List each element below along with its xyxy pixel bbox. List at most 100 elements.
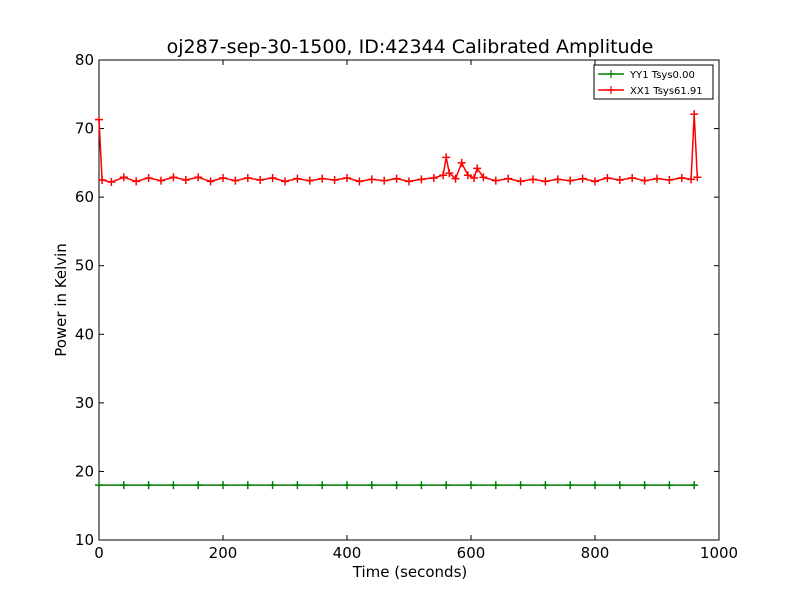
data-point: [578, 174, 587, 183]
data-point: [591, 177, 599, 186]
data-point: [615, 176, 624, 184]
data-point: [98, 176, 107, 184]
data-point: [380, 176, 389, 185]
data-point: [491, 176, 500, 185]
legend: YY1 Tsys0.00 XX1 Tsys61.91: [593, 64, 714, 100]
data-point: [268, 173, 277, 182]
y-tick-label: 10: [75, 531, 94, 549]
y-tick-label: 50: [75, 257, 94, 275]
data-point: [463, 171, 472, 180]
data-point: [293, 174, 302, 183]
data-point: [479, 173, 488, 182]
legend-marker: [607, 86, 615, 94]
legend-marker: [607, 70, 615, 78]
data-point: [343, 173, 351, 182]
data-point: [457, 158, 466, 167]
data-point: [144, 481, 153, 490]
data-point: [504, 174, 513, 183]
data-point: [467, 481, 475, 490]
data-point: [157, 176, 165, 185]
data-point: [367, 175, 376, 184]
data-point: [417, 481, 426, 490]
x-tick-label: 400: [333, 544, 362, 562]
data-point: [439, 171, 448, 180]
data-point: [451, 174, 460, 183]
data-point: [293, 481, 302, 490]
data-point: [367, 481, 376, 490]
data-point: [318, 174, 327, 183]
data-point: [305, 176, 314, 185]
legend-label: XX1 Tsys61.91: [630, 86, 703, 97]
data-point: [392, 481, 401, 490]
x-tick-label: 600: [457, 544, 486, 562]
ticks-layer: 0 200 400 600 800 1000 10 20 30 40 50 60 70 80: [75, 51, 738, 562]
plot-area: [98, 59, 720, 541]
data-point: [181, 176, 190, 184]
series-1: [95, 481, 699, 490]
data-point: [268, 481, 277, 490]
data-point: [653, 174, 661, 183]
data-point: [640, 481, 649, 490]
data-point: [470, 173, 479, 182]
data-point: [687, 175, 696, 184]
y-tick-label: 80: [75, 51, 94, 69]
data-point: [330, 176, 339, 184]
data-point: [693, 173, 702, 182]
data-point: [429, 173, 438, 182]
data-point: [95, 115, 103, 124]
series-layer: [95, 110, 702, 490]
x-axis-label: Time (seconds): [352, 563, 468, 581]
data-point: [95, 481, 103, 490]
data-point: [256, 176, 265, 184]
data-point: [119, 173, 128, 182]
data-point: [529, 175, 537, 184]
data-point: [392, 174, 401, 183]
data-point: [219, 481, 227, 490]
data-point: [640, 176, 649, 185]
data-point: [491, 481, 500, 490]
data-point: [281, 177, 289, 186]
data-point: [665, 481, 674, 490]
x-tick-label: 800: [581, 544, 610, 562]
data-point: [445, 169, 454, 178]
data-point: [206, 177, 215, 186]
data-point: [628, 173, 637, 182]
y-tick-label: 20: [75, 462, 94, 480]
legend-entries: YY1 Tsys0.00 XX1 Tsys61.91: [598, 70, 703, 97]
data-point: [541, 481, 550, 490]
data-point: [243, 173, 252, 182]
data-point: [665, 176, 674, 184]
data-point: [144, 173, 153, 182]
data-point: [690, 481, 699, 490]
data-point: [417, 175, 426, 184]
data-point: [516, 481, 525, 490]
data-point: [243, 481, 252, 490]
data-point: [119, 481, 128, 490]
x-tick-label: 200: [209, 544, 238, 562]
y-tick-label: 40: [75, 325, 94, 343]
legend-box: [593, 64, 714, 100]
data-point: [566, 481, 575, 490]
data-point: [355, 177, 364, 186]
y-tick-label: 70: [75, 120, 94, 138]
data-point: [169, 481, 178, 490]
data-point: [541, 177, 550, 186]
data-point: [442, 153, 451, 162]
data-point: [194, 173, 203, 182]
data-point: [194, 481, 203, 490]
data-point: [405, 177, 413, 186]
data-point: [566, 176, 575, 185]
legend-label: YY1 Tsys0.00: [629, 70, 695, 81]
data-point: [231, 176, 240, 185]
y-tick-label: 30: [75, 394, 94, 412]
x-tick-label: 0: [94, 544, 104, 562]
data-point: [132, 177, 141, 186]
data-point: [591, 481, 599, 490]
data-point: [318, 481, 327, 490]
data-point: [442, 481, 451, 490]
x-tick-label: 1000: [700, 544, 738, 562]
data-point: [169, 173, 178, 182]
data-point: [677, 173, 686, 182]
